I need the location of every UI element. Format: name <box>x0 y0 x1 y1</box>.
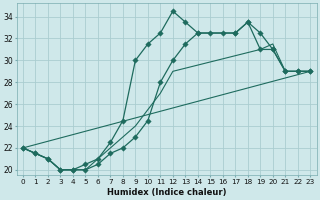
X-axis label: Humidex (Indice chaleur): Humidex (Indice chaleur) <box>107 188 226 197</box>
